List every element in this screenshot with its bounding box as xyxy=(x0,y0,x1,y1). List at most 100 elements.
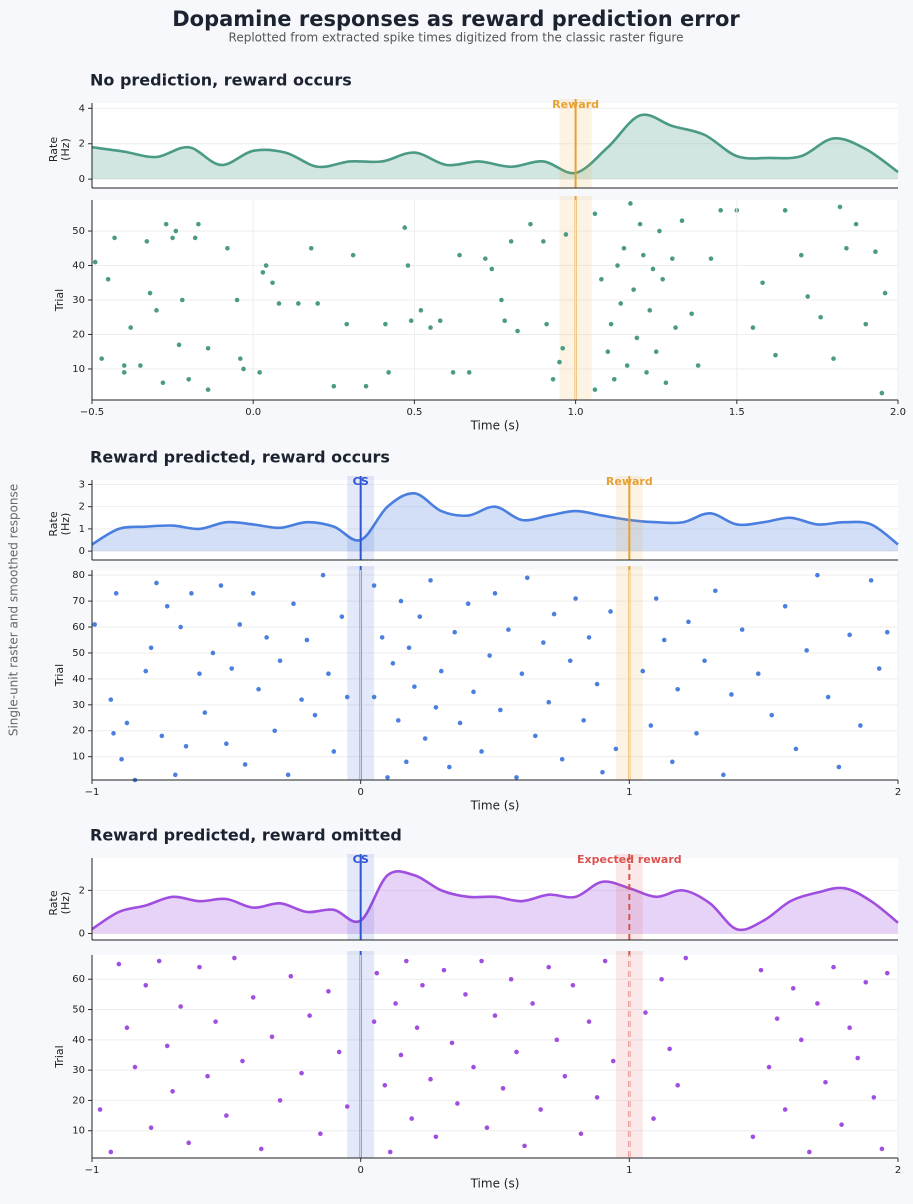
spike xyxy=(502,318,507,323)
spike xyxy=(371,583,377,588)
spike xyxy=(386,370,391,375)
spike xyxy=(159,733,165,739)
spike xyxy=(524,575,530,581)
spike xyxy=(863,979,869,985)
y-tick-label: 50 xyxy=(72,648,85,659)
spike xyxy=(884,970,890,976)
spike xyxy=(441,967,447,973)
spike xyxy=(374,970,380,976)
spike xyxy=(164,603,170,609)
spike xyxy=(557,359,562,365)
spike xyxy=(409,1116,415,1121)
spike xyxy=(237,622,243,627)
spike xyxy=(570,982,576,988)
spike xyxy=(240,1058,245,1064)
spike xyxy=(121,363,127,368)
spike xyxy=(428,578,433,583)
y-tick-label: 30 xyxy=(72,1065,85,1076)
y-tick-label: 3 xyxy=(79,479,85,490)
y-axis-label: (Hz) xyxy=(59,892,72,915)
spike xyxy=(154,580,159,586)
figure-subtitle: Replotted from extracted spike times dig… xyxy=(229,31,684,45)
shared-y-label: Single-unit raster and smoothed response xyxy=(7,484,21,736)
spike xyxy=(815,1001,820,1006)
y-tick-label: 60 xyxy=(72,622,85,633)
y-tick-label: 40 xyxy=(72,1035,85,1046)
spike xyxy=(686,619,691,625)
spike xyxy=(508,976,514,982)
figure-title: Dopamine responses as reward prediction … xyxy=(172,7,740,31)
spike xyxy=(385,775,390,780)
spike xyxy=(312,712,318,718)
spike xyxy=(713,588,718,594)
spike xyxy=(154,308,159,313)
spike xyxy=(815,572,820,578)
spike xyxy=(229,666,235,671)
spike xyxy=(562,1073,568,1079)
spike xyxy=(344,694,350,700)
spike xyxy=(108,697,114,702)
plot-area xyxy=(92,955,898,1158)
rate-line xyxy=(91,869,899,932)
spike xyxy=(404,759,409,765)
spike xyxy=(210,650,216,656)
spike xyxy=(304,637,310,643)
spike xyxy=(831,964,836,970)
spike xyxy=(112,235,117,241)
spike xyxy=(560,345,566,351)
spike xyxy=(739,627,745,632)
spike xyxy=(339,614,345,619)
spike xyxy=(250,591,256,596)
spike xyxy=(433,705,439,710)
spike xyxy=(277,658,283,664)
y-tick-label: 40 xyxy=(72,674,85,685)
spike xyxy=(508,239,514,244)
spike xyxy=(269,1034,275,1040)
spike xyxy=(148,645,154,651)
spike xyxy=(628,201,633,206)
spike xyxy=(782,603,788,609)
y-tick-label: 40 xyxy=(72,261,85,272)
spike xyxy=(660,277,665,282)
spike xyxy=(868,578,874,583)
x-axis-label: Time (s) xyxy=(470,419,520,433)
y-tick-label: 10 xyxy=(72,364,85,375)
spike xyxy=(563,232,569,237)
spike xyxy=(578,1131,584,1137)
spike xyxy=(544,321,549,327)
y-tick-label: 70 xyxy=(72,596,85,607)
spike xyxy=(393,1001,398,1006)
spike xyxy=(586,635,592,640)
spike xyxy=(116,961,122,967)
spike xyxy=(847,1025,852,1031)
spike xyxy=(197,671,202,677)
x-tick-label: 0.0 xyxy=(245,407,261,418)
spike xyxy=(263,263,269,268)
spike xyxy=(766,1064,772,1070)
spike xyxy=(344,1104,350,1109)
spike xyxy=(276,301,282,306)
spike xyxy=(844,245,849,251)
x-tick-label: −1 xyxy=(85,787,100,798)
x-tick-label: 1.5 xyxy=(729,407,745,418)
panel-title: No prediction, reward occurs xyxy=(90,71,352,90)
spike xyxy=(667,1046,672,1052)
spike xyxy=(879,1146,885,1152)
spike xyxy=(466,370,472,375)
spike xyxy=(605,349,611,355)
spike xyxy=(750,325,756,330)
spike xyxy=(837,204,843,210)
marker-label: Expected reward xyxy=(577,853,682,866)
spike xyxy=(487,653,492,658)
spike xyxy=(498,707,503,713)
spike xyxy=(387,1149,393,1155)
spike xyxy=(148,1125,154,1131)
spike xyxy=(264,635,269,640)
spike xyxy=(613,746,619,752)
spike xyxy=(782,208,788,213)
spike xyxy=(97,1107,103,1112)
spike xyxy=(586,1019,592,1024)
spike xyxy=(818,314,823,320)
spike xyxy=(371,1019,377,1024)
spike xyxy=(242,762,248,767)
